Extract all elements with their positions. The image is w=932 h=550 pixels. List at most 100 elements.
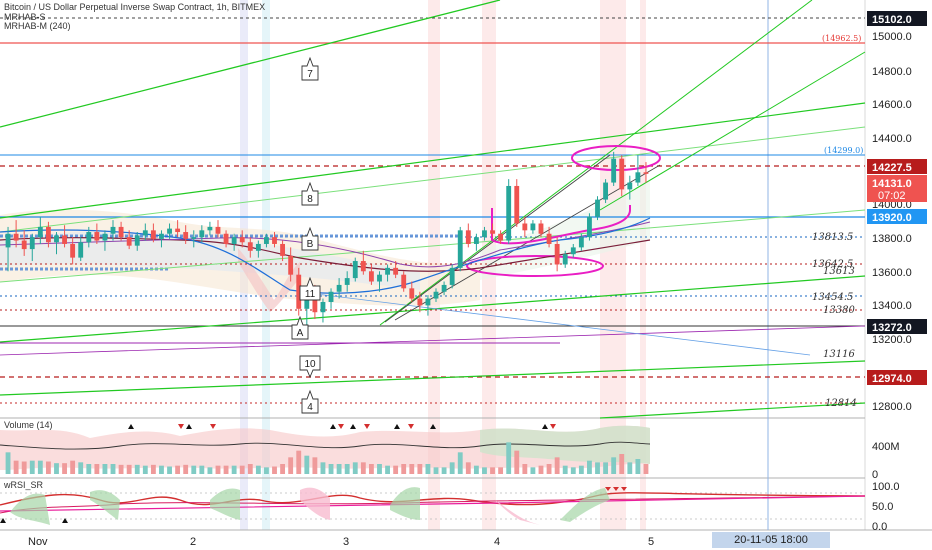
volume-bar — [578, 465, 584, 474]
svg-text:13920.0: 13920.0 — [872, 212, 912, 224]
bubble-8: 8 — [301, 181, 319, 206]
candles — [5, 151, 649, 326]
candle-body — [264, 237, 269, 244]
annotation-12814: 12814 — [825, 398, 857, 409]
candle-body — [207, 226, 213, 231]
volume-bar — [465, 462, 471, 474]
time-axis: Nov 2 3 4 5 — [28, 536, 654, 548]
volume-bar — [37, 460, 43, 474]
volume-pane: Volume (14) — [0, 420, 651, 474]
candle-body — [344, 278, 350, 285]
candle-body — [498, 233, 504, 241]
volume-bar — [611, 457, 617, 474]
volume-bar — [102, 464, 108, 474]
time-label-3: 3 — [343, 536, 349, 548]
candle-body — [377, 274, 382, 282]
volume-bar — [183, 464, 189, 474]
candle-body — [70, 243, 76, 258]
volume-bar — [94, 464, 100, 474]
rsi-tick-50: 50.0 — [872, 501, 893, 513]
volume-bar — [167, 466, 172, 474]
candle-body — [603, 182, 609, 200]
volume-bar — [21, 461, 27, 474]
candle-body — [352, 261, 358, 279]
volume-bar — [425, 464, 431, 474]
volume-bar — [449, 462, 455, 474]
candle-body — [94, 232, 100, 241]
volume-bar — [417, 464, 423, 474]
candle-body — [465, 230, 471, 244]
svg-text:12974.0: 12974.0 — [872, 373, 912, 385]
volume-bar — [562, 465, 568, 474]
candle-body — [312, 295, 318, 313]
indicator-label-2: MRHAB-M (240) — [4, 21, 71, 31]
candle-body — [110, 226, 116, 234]
bubble-7: 7 — [301, 56, 319, 81]
candle-body — [393, 267, 399, 275]
volume-bar — [118, 464, 124, 474]
candle-body — [21, 240, 27, 250]
candle-body — [296, 274, 302, 309]
volume-bars — [5, 442, 649, 474]
volume-bar — [498, 467, 504, 474]
price-tag-14227: 14227.5 — [867, 159, 927, 174]
volume-bar — [506, 442, 512, 474]
candle-body — [449, 267, 455, 285]
volume-bar — [603, 462, 609, 474]
time-cursor-label: 20-11-05 18:00 — [712, 532, 830, 548]
candle-body — [280, 243, 286, 256]
volume-bar — [627, 462, 633, 474]
candle-body — [37, 226, 43, 238]
volume-bar — [328, 464, 334, 474]
price-tick-14800: 14800.0 — [872, 66, 912, 78]
svg-text:14131.0: 14131.0 — [872, 178, 912, 190]
candle-body — [562, 254, 568, 265]
price-tick-13200: 13200.0 — [872, 334, 912, 346]
candle-body — [457, 230, 463, 268]
candle-body — [530, 223, 536, 231]
candle-body — [231, 237, 237, 244]
candle-body — [554, 243, 560, 265]
time-label-4: 4 — [494, 536, 500, 548]
candle-body — [425, 298, 431, 306]
candle-body — [433, 291, 439, 299]
bubble-4: 4 — [301, 389, 319, 414]
candle-body — [385, 267, 390, 275]
annotation-14962: (14962.5) — [822, 34, 861, 43]
candle-body — [223, 233, 229, 244]
candle-body — [578, 237, 584, 248]
volume-bar — [619, 454, 625, 474]
volume-bar — [255, 465, 261, 474]
bubble-10: 10 — [299, 355, 321, 379]
candle-body — [167, 228, 172, 234]
volume-bar — [490, 467, 495, 474]
annotation-13813: 13813.5 — [812, 232, 853, 243]
annotation-13380: 13380 — [823, 305, 855, 316]
svg-text:15102.0: 15102.0 — [872, 14, 912, 26]
volume-bar — [78, 462, 84, 474]
trend-lines — [0, 0, 866, 419]
annotations: (14962.5) (14299.0) 13813.5 13642.5 1361… — [812, 34, 863, 409]
volume-bar — [142, 465, 148, 474]
svg-text:14227.5: 14227.5 — [872, 162, 912, 174]
price-tag-14131: 14131.0 07:02 — [867, 175, 927, 202]
candle-body — [627, 182, 633, 190]
annotation-14299: (14299.0) — [824, 146, 863, 155]
price-tag-15102: 15102.0 — [867, 11, 927, 26]
volume-bar — [231, 465, 237, 474]
candle-body — [643, 172, 649, 174]
candle-body — [514, 185, 520, 224]
time-label-2: 2 — [190, 536, 196, 548]
volume-label: Volume (14) — [4, 420, 53, 430]
candle-body — [490, 230, 495, 234]
rsi-pane: wRSI_SR — [0, 480, 866, 525]
volume-tick-0: 0 — [872, 469, 878, 481]
volume-bar — [368, 464, 374, 474]
volume-bar — [473, 465, 479, 474]
volume-bar — [441, 467, 447, 474]
candle-body — [78, 242, 84, 258]
volume-bar — [296, 450, 302, 474]
candle-body — [611, 158, 617, 183]
price-tick-12800: 12800.0 — [872, 401, 912, 413]
